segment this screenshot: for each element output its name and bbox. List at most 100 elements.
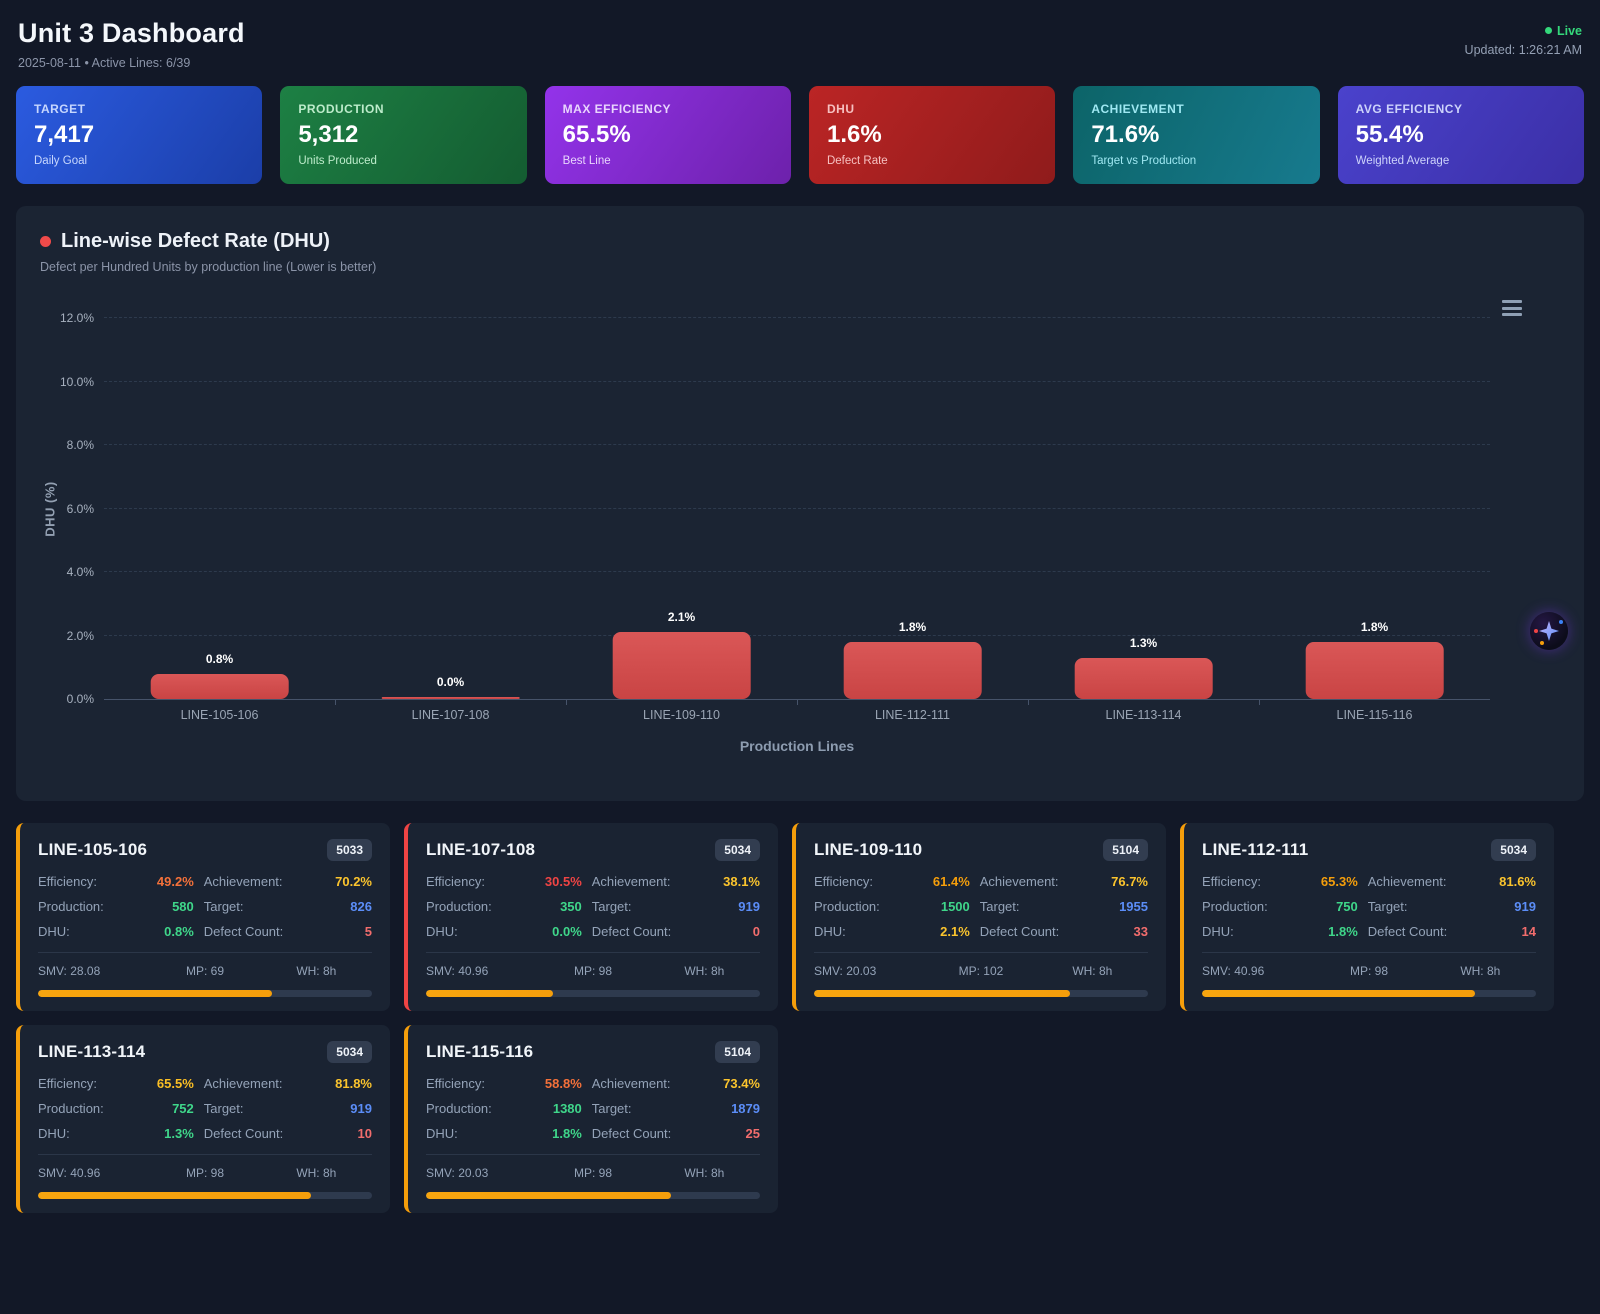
line-name: LINE-112-111 — [1202, 840, 1309, 859]
kpi-sublabel: Target vs Production — [1091, 155, 1197, 167]
line-style-badge: 5033 — [327, 839, 372, 861]
kpi-sublabel: Best Line — [562, 155, 611, 167]
dhu-value: 2.1% — [940, 924, 970, 939]
ai-assistant-button[interactable] — [1530, 612, 1568, 650]
line-style-badge: 5034 — [327, 1041, 372, 1063]
chart-title: Line-wise Defect Rate (DHU) — [61, 230, 330, 252]
kpi-label: TARGET — [34, 102, 86, 116]
card-divider — [426, 1154, 760, 1155]
kpi-card-max-efficiency: MAX EFFICIENCY 65.5% Best Line — [544, 86, 791, 184]
x-category-label: LINE-105-106 — [180, 708, 259, 722]
line-name: LINE-105-106 — [38, 840, 148, 859]
achievement-progress-track — [38, 1192, 372, 1199]
target-value: 826 — [350, 899, 372, 914]
x-tick — [335, 699, 336, 705]
line-card-line-112-111: LINE-112-111 5034 Efficiency: 65.3% Achie… — [1180, 823, 1554, 1011]
kpi-label: PRODUCTION — [298, 102, 384, 116]
defect-count-label: Defect Count: — [591, 924, 672, 939]
bar-slot-LINE-109-110: 2.1% — [566, 318, 797, 699]
defect-count-value: 0 — [752, 924, 760, 939]
kpi-card-avg-efficiency: AVG EFFICIENCY 55.4% Weighted Average — [1337, 86, 1584, 184]
bar-data-label: 0.8% — [205, 651, 234, 666]
kpi-value: 7,417 — [34, 121, 95, 148]
achievement-progress-track — [426, 990, 760, 997]
bar-slot-LINE-113-114: 1.3% — [1028, 318, 1259, 699]
defect-count-value: 33 — [1133, 924, 1148, 939]
y-tick-label: 10.0% — [59, 374, 94, 389]
defect-count-label: Defect Count: — [591, 1126, 672, 1141]
kpi-sublabel: Weighted Average — [1355, 155, 1450, 167]
sparkle-star-icon — [1539, 621, 1559, 641]
working-hours-stat: WH: 8h — [1072, 964, 1113, 978]
dhu-label: DHU: — [814, 924, 846, 939]
production-value: 1380 — [552, 1101, 582, 1116]
line-card-line-105-106: LINE-105-106 5033 Efficiency: 49.2% Achie… — [16, 823, 390, 1011]
dot-orange-icon — [1540, 641, 1544, 645]
achievement-value: 73.4% — [723, 1076, 760, 1091]
dhu-chart-panel: Line-wise Defect Rate (DHU) Defect per H… — [16, 206, 1584, 801]
production-label: Production: — [426, 1101, 492, 1116]
x-category-label: LINE-107-108 — [411, 708, 490, 722]
efficiency-value: 49.2% — [156, 874, 194, 889]
smv-stat: SMV: 20.03 — [426, 1166, 489, 1180]
efficiency-label: Efficiency: — [426, 874, 486, 889]
line-cards-grid: LINE-105-106 5033 Efficiency: 49.2% Achie… — [16, 823, 1554, 1213]
series-dot-icon — [40, 236, 51, 247]
bar-slot-LINE-107-108: 0.0% — [335, 318, 566, 699]
manpower-stat: MP: 98 — [1349, 964, 1388, 978]
efficiency-value: 65.5% — [156, 1076, 194, 1091]
bar-slot-LINE-112-111: 1.8% — [797, 318, 1028, 699]
achievement-progress-fill — [814, 990, 1071, 997]
card-divider — [38, 952, 372, 953]
chart-subtitle: Defect per Hundred Units by production l… — [40, 260, 377, 274]
kpi-card-production: PRODUCTION 5,312 Units Produced — [280, 86, 527, 184]
target-label: Target: — [591, 899, 632, 914]
kpi-card-dhu: DHU 1.6% Defect Rate — [808, 86, 1056, 184]
gridline — [104, 507, 1490, 509]
bar-LINE-112-111 — [843, 641, 982, 699]
production-label: Production: — [38, 1101, 104, 1116]
dhu-label: DHU: — [426, 1126, 458, 1141]
bar-LINE-113-114 — [1074, 657, 1213, 699]
manpower-stat: MP: 98 — [573, 1166, 612, 1180]
efficiency-value: 61.4% — [932, 874, 970, 889]
achievement-progress-track — [814, 990, 1148, 997]
bar-data-label: 0.0% — [436, 675, 465, 689]
page-title: Unit 3 Dashboard — [18, 18, 245, 48]
defect-count-label: Defect Count: — [203, 924, 284, 939]
achievement-progress-fill — [1202, 990, 1475, 997]
defect-count-label: Defect Count: — [979, 924, 1060, 939]
manpower-stat: MP: 98 — [185, 1166, 224, 1180]
manpower-stat: MP: 98 — [573, 964, 612, 978]
kpi-label: ACHIEVEMENT — [1091, 102, 1185, 116]
achievement-label: Achievement: — [979, 874, 1059, 889]
kpi-value: 1.6% — [826, 121, 882, 148]
achievement-value: 38.1% — [723, 874, 760, 889]
gridline — [104, 571, 1490, 572]
bar-series: 0.8% 0.0% 2.1% 1.8% 1.3% 1.8% — [104, 318, 1490, 699]
target-value: 1879 — [731, 1101, 760, 1116]
working-hours-stat: WH: 8h — [684, 964, 725, 978]
header-right: Live Updated: 1:26:21 AM — [1465, 18, 1582, 57]
dot-red-icon — [1534, 629, 1538, 633]
x-tick — [1259, 699, 1260, 705]
updated-timestamp: Updated: 1:26:21 AM — [1464, 43, 1582, 57]
live-dot-icon — [1544, 27, 1552, 34]
card-divider — [38, 1154, 372, 1155]
achievement-value: 81.6% — [1499, 874, 1536, 889]
achievement-label: Achievement: — [203, 874, 283, 889]
y-tick-label: 0.0% — [66, 692, 94, 706]
bar-LINE-109-110 — [612, 632, 751, 699]
kpi-label: AVG EFFICIENCY — [1355, 102, 1463, 116]
target-value: 919 — [350, 1101, 372, 1116]
y-tick-label: 2.0% — [66, 628, 94, 643]
line-style-badge: 5104 — [715, 1041, 760, 1063]
target-label: Target: — [1367, 899, 1408, 914]
chart-context-menu-icon[interactable] — [1502, 300, 1522, 316]
achievement-label: Achievement: — [591, 1076, 671, 1091]
manpower-stat: MP: 102 — [958, 964, 1004, 978]
production-value: 350 — [560, 899, 582, 914]
production-label: Production: — [1202, 899, 1268, 914]
target-label: Target: — [979, 899, 1020, 914]
dhu-value: 1.3% — [164, 1126, 194, 1141]
